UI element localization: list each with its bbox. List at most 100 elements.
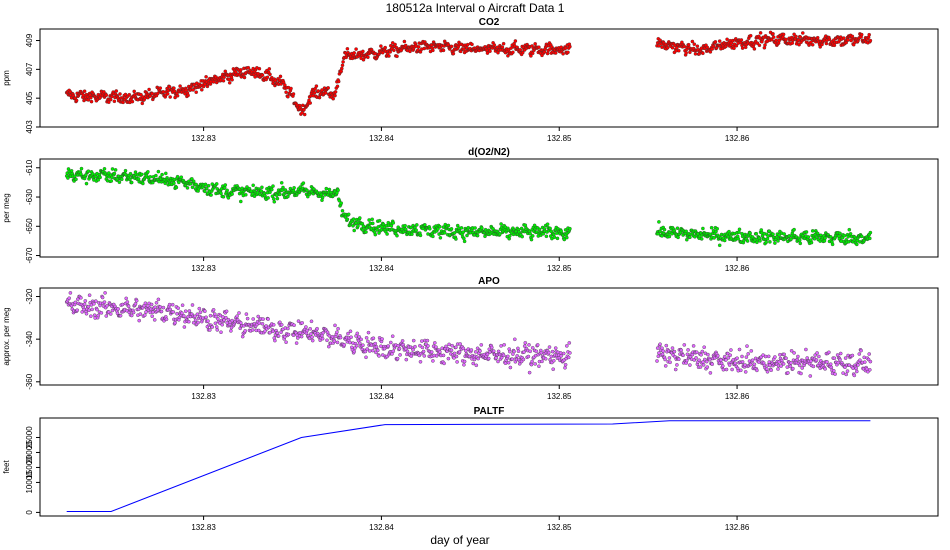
data-point [191, 320, 196, 325]
data-point [268, 330, 272, 335]
data-point [138, 312, 143, 316]
panels: CO2 132.83 132.84 132.85 132.86 403 405 407 409 p… [2, 17, 939, 532]
x-tick-label: 132.84 [369, 523, 394, 532]
data-point [724, 367, 729, 372]
data-point [385, 232, 389, 236]
data-point [657, 44, 661, 48]
data-point [842, 36, 846, 40]
y-tick-label: -610 [25, 159, 34, 176]
data-point [90, 307, 94, 312]
y-tick-label: 407 [25, 62, 34, 76]
data-point [316, 89, 321, 93]
data-point [131, 310, 136, 315]
data-point [416, 45, 421, 49]
data-point [736, 237, 741, 241]
data-point [104, 314, 109, 318]
data-point [315, 326, 319, 331]
data-point [859, 32, 864, 37]
data-point [210, 325, 215, 329]
data-point [539, 350, 544, 355]
x-tick-label: 132.83 [191, 523, 216, 532]
data-point [457, 350, 462, 354]
panel-1: CO2 132.83 132.84 132.85 132.86 403 405 407 409 p… [2, 17, 939, 143]
data-point [257, 321, 262, 325]
data-point [711, 44, 716, 49]
data-point [187, 319, 191, 324]
x-tick-label: 132.83 [191, 134, 216, 143]
data-point [706, 352, 710, 357]
data-point [737, 347, 742, 352]
data-point [182, 325, 187, 329]
data-point [301, 181, 306, 185]
data-point [553, 51, 558, 55]
data-point [553, 346, 558, 350]
data-point [567, 341, 572, 345]
data-point [239, 68, 243, 72]
data-point [325, 338, 329, 343]
data-point [808, 374, 813, 378]
data-point [563, 362, 568, 367]
data-point [84, 181, 89, 186]
data-point [204, 186, 209, 191]
data-point [716, 353, 720, 358]
data-point [863, 360, 867, 364]
data-point [317, 95, 322, 100]
data-point [566, 50, 570, 55]
data-point [537, 227, 542, 232]
y-axis-label: ppm [2, 70, 11, 86]
y-tick-label: 10000 [25, 471, 34, 494]
data-point [206, 183, 211, 188]
data-point [84, 311, 89, 316]
data-point [810, 229, 815, 233]
data-point [133, 302, 138, 306]
data-point [319, 192, 324, 197]
data-point [449, 44, 454, 49]
data-point [791, 366, 795, 371]
data-point [273, 338, 277, 343]
data-point [108, 97, 113, 102]
data-point [223, 183, 228, 187]
data-point [737, 230, 741, 234]
y-tick-label: -340 [25, 331, 34, 348]
data-point [528, 231, 532, 236]
data-point [281, 185, 285, 190]
data-point [365, 347, 370, 351]
data-point [314, 84, 319, 88]
data-point [686, 348, 690, 352]
data-point [260, 73, 265, 77]
figure-title: 180512a Interval o Aircraft Data 1 [386, 1, 565, 15]
data-point [413, 344, 417, 349]
data-point [530, 234, 535, 238]
data-point [815, 35, 820, 40]
data-point [289, 86, 293, 91]
data-point [191, 88, 195, 92]
data-point [796, 354, 800, 359]
data-point [809, 240, 814, 245]
data-point [486, 356, 491, 361]
data-point [682, 343, 687, 347]
data-point [380, 50, 385, 55]
data-point [219, 330, 223, 334]
data-point [446, 356, 451, 361]
data-point [226, 317, 231, 322]
data-point [695, 44, 700, 48]
data-point [127, 92, 132, 97]
data-point [309, 332, 313, 336]
data-point [392, 48, 396, 53]
data-point [441, 353, 446, 358]
data-point [548, 226, 552, 231]
data-point [535, 343, 540, 347]
panel-title: CO2 [479, 17, 500, 28]
data-point [715, 226, 719, 231]
data-point [214, 182, 219, 186]
data-point [173, 320, 177, 325]
data-point [518, 48, 523, 52]
data-point [156, 297, 161, 302]
data-point [359, 337, 363, 342]
data-point [785, 365, 790, 369]
data-point [832, 356, 837, 360]
data-point [498, 232, 502, 236]
data-point [450, 343, 454, 348]
data-point [327, 344, 331, 349]
data-point [527, 370, 532, 375]
